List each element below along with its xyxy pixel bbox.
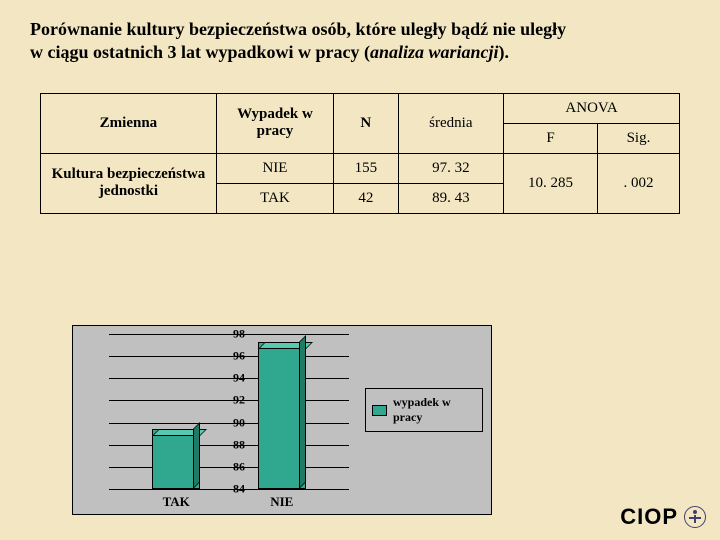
- chart-ytick: 90: [215, 415, 245, 430]
- bar-chart: wypadek w pracy 84 86 88 90 92 94 96 98 TAK NIE: [72, 325, 492, 515]
- chart-ytick: 92: [215, 393, 245, 408]
- chart-ytick: 86: [215, 459, 245, 474]
- th-anova: ANOVA: [504, 93, 680, 123]
- chart-bar: [258, 342, 306, 489]
- td-f: 10. 285: [504, 153, 598, 213]
- title-line-2c: ).: [499, 42, 510, 62]
- ciop-logo: CIOP: [620, 504, 706, 530]
- title-line-2a: w ciągu ostatnich 3 lat wypadkowi w prac…: [30, 42, 370, 62]
- chart-ytick: 94: [215, 371, 245, 386]
- td-sig: . 002: [597, 153, 679, 213]
- chart-ytick: 96: [215, 349, 245, 364]
- th-f: F: [504, 123, 598, 153]
- title-line-2b: analiza wariancji: [370, 42, 499, 62]
- th-n: N: [334, 93, 398, 153]
- chart-ytick: 84: [215, 482, 245, 497]
- td-r2-sr: 89. 43: [398, 183, 504, 213]
- td-r1-wyp: NIE: [216, 153, 333, 183]
- td-r2-wyp: TAK: [216, 183, 333, 213]
- td-r2-n: 42: [334, 183, 398, 213]
- chart-xlabel: NIE: [252, 494, 312, 510]
- chart-ytick: 98: [215, 327, 245, 342]
- th-wypadek: Wypadek w pracy: [216, 93, 333, 153]
- logo-text: CIOP: [620, 504, 678, 530]
- page-title: Porównanie kultury bezpieczeństwa osób, …: [0, 0, 720, 75]
- title-line-1: Porównanie kultury bezpieczeństwa osób, …: [30, 19, 566, 39]
- person-icon: [684, 506, 706, 528]
- chart-ytick: 88: [215, 437, 245, 452]
- anova-table: Zmienna Wypadek w pracy N średnia ANOVA …: [40, 93, 680, 214]
- th-zmienna: Zmienna: [41, 93, 217, 153]
- td-r1-sr: 97. 32: [398, 153, 504, 183]
- th-sig: Sig.: [597, 123, 679, 153]
- chart-legend: wypadek w pracy: [365, 388, 483, 432]
- chart-xlabel: TAK: [146, 494, 206, 510]
- anova-table-container: Zmienna Wypadek w pracy N średnia ANOVA …: [40, 93, 680, 214]
- chart-bar: [152, 429, 200, 489]
- td-r1-n: 155: [334, 153, 398, 183]
- td-variable: Kultura bezpieczeństwa jednostki: [41, 153, 217, 213]
- th-srednia: średnia: [398, 93, 504, 153]
- legend-label: wypadek w pracy: [393, 395, 476, 425]
- legend-swatch: [372, 405, 387, 416]
